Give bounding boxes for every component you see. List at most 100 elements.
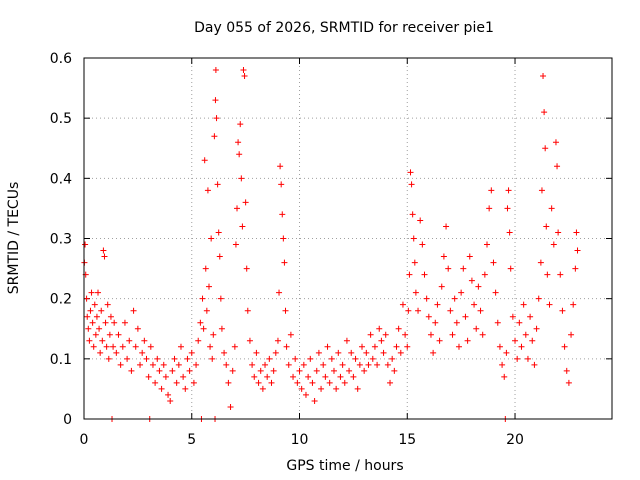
- data-point: [471, 301, 478, 308]
- data-point: [145, 373, 152, 380]
- data-point: [339, 361, 346, 368]
- data-point: [302, 391, 309, 398]
- x-tick-label: 15: [398, 432, 416, 448]
- data-point: [430, 349, 437, 356]
- data-point: [376, 325, 383, 332]
- data-point: [382, 331, 389, 338]
- data-point: [408, 181, 415, 188]
- data-point: [453, 319, 460, 326]
- data-point: [173, 379, 180, 386]
- data-point: [236, 151, 243, 158]
- data-point: [406, 271, 413, 278]
- data-point: [239, 223, 246, 230]
- data-point: [188, 349, 195, 356]
- data-point: [253, 349, 260, 356]
- data-point: [292, 355, 299, 362]
- data-point: [455, 343, 462, 350]
- data-point: [512, 337, 519, 344]
- data-point: [384, 361, 391, 368]
- data-point: [193, 361, 200, 368]
- y-tick-label: 0.1: [50, 352, 72, 368]
- data-point: [492, 289, 499, 296]
- data-point: [249, 361, 256, 368]
- data-point: [484, 241, 491, 248]
- data-point: [117, 361, 124, 368]
- data-point: [320, 361, 327, 368]
- data-point: [434, 301, 441, 308]
- data-point: [348, 349, 355, 356]
- data-point: [257, 367, 264, 374]
- data-point: [574, 247, 581, 254]
- data-point: [89, 319, 96, 326]
- data-point: [533, 325, 540, 332]
- data-point: [468, 277, 475, 284]
- data-point: [139, 349, 146, 356]
- data-point: [126, 337, 133, 344]
- data-point: [432, 319, 439, 326]
- data-point: [264, 373, 271, 380]
- data-point: [412, 289, 419, 296]
- data-point: [103, 343, 110, 350]
- data-point: [100, 247, 107, 254]
- data-point: [341, 379, 348, 386]
- data-point: [436, 337, 443, 344]
- data-point: [415, 307, 422, 314]
- data-point: [149, 361, 156, 368]
- data-point: [238, 175, 245, 182]
- data-point: [158, 385, 165, 392]
- data-point: [95, 289, 102, 296]
- data-point: [207, 343, 214, 350]
- data-point: [417, 217, 424, 224]
- data-point: [557, 271, 564, 278]
- data-point: [326, 379, 333, 386]
- data-point: [313, 367, 320, 374]
- data-point: [246, 337, 253, 344]
- data-point: [294, 379, 301, 386]
- data-point: [240, 67, 247, 74]
- x-axis-label: GPS time / hours: [286, 458, 403, 474]
- data-point: [102, 319, 109, 326]
- data-point: [506, 229, 513, 236]
- data-point: [182, 385, 189, 392]
- data-point: [216, 253, 223, 260]
- data-point: [445, 265, 452, 272]
- data-point: [200, 325, 207, 332]
- data-point: [186, 367, 193, 374]
- data-point: [251, 373, 258, 380]
- data-point: [160, 361, 167, 368]
- data-point: [425, 313, 432, 320]
- data-point: [154, 355, 161, 362]
- data-point: [501, 373, 508, 380]
- data-point: [270, 367, 277, 374]
- data-point: [324, 343, 331, 350]
- x-tick-label: 0: [80, 432, 89, 448]
- data-point: [274, 337, 281, 344]
- data-point: [572, 265, 579, 272]
- data-point: [199, 295, 206, 302]
- data-point: [311, 397, 318, 404]
- data-point: [283, 343, 290, 350]
- x-tick-label: 10: [291, 432, 309, 448]
- data-point: [322, 373, 329, 380]
- data-point: [473, 325, 480, 332]
- data-point: [516, 319, 523, 326]
- data-point: [409, 211, 416, 218]
- data-point: [494, 319, 501, 326]
- data-point: [281, 259, 288, 266]
- data-point: [156, 367, 163, 374]
- data-point: [440, 253, 447, 260]
- data-point: [475, 283, 482, 290]
- y-tick-label: 0.3: [50, 232, 72, 248]
- data-point: [190, 379, 197, 386]
- data-point: [540, 73, 547, 80]
- data-point: [318, 385, 325, 392]
- data-point: [363, 349, 370, 356]
- data-point: [464, 337, 471, 344]
- data-point: [307, 355, 314, 362]
- data-point: [543, 223, 550, 230]
- data-point: [565, 379, 572, 386]
- data-point: [177, 343, 184, 350]
- data-point: [225, 379, 232, 386]
- data-point: [132, 343, 139, 350]
- data-point: [538, 187, 545, 194]
